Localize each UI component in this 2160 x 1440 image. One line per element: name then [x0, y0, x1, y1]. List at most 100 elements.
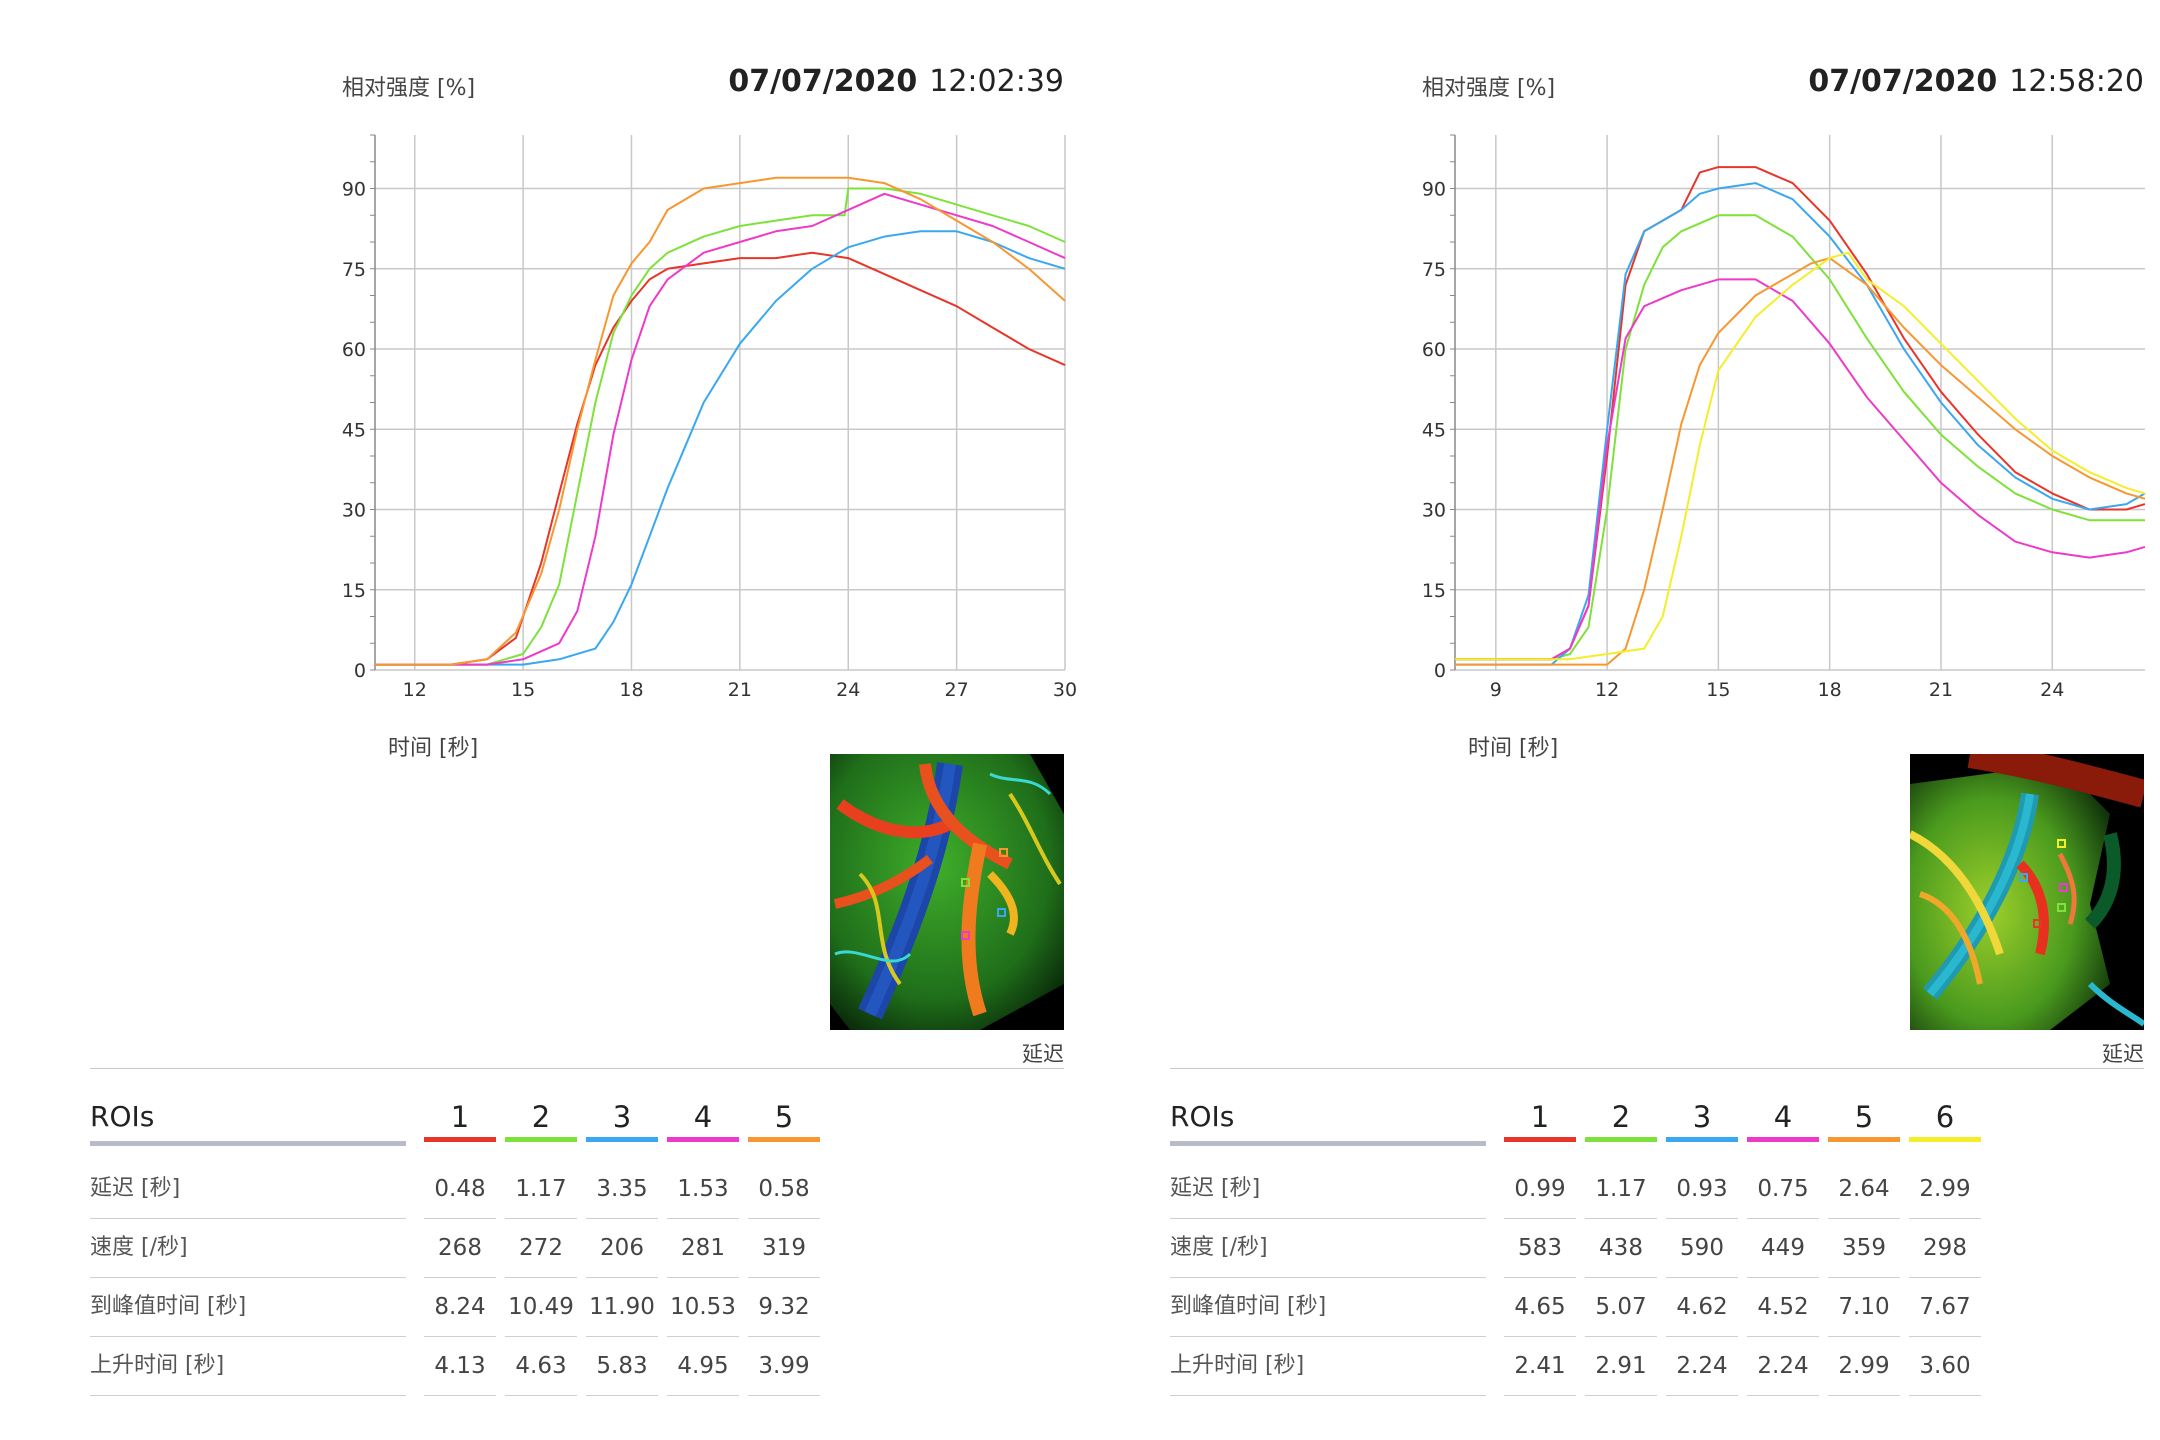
metric-value: 590 — [1666, 1219, 1738, 1278]
series-line-roi-3 — [375, 230, 1066, 666]
y-tick-label: 0 — [354, 660, 366, 682]
y-tick-label: 0 — [1434, 660, 1446, 682]
report-panel-left: 相对强度 [%] 07/07/2020 12:02:39 12 15 18 21 24 27… — [90, 64, 1080, 1396]
x-tick-label: 21 — [1929, 679, 1953, 701]
time: 12:02:39 — [929, 64, 1064, 99]
metric-label: 上升时间 [秒] — [90, 1337, 406, 1396]
metric-value: 438 — [1585, 1219, 1657, 1278]
metric-value: 359 — [1828, 1219, 1900, 1278]
roi-color-bar — [586, 1137, 658, 1142]
metric-value: 8.24 — [424, 1278, 496, 1337]
roi-color-bar — [1909, 1137, 1981, 1142]
y-axis-label: 相对强度 [%] — [1422, 76, 1556, 101]
series-line-roi-4 — [1455, 278, 2146, 661]
x-tick-label: 24 — [836, 679, 860, 701]
rois-header: ROIs — [1170, 1100, 1486, 1146]
metric-value: 206 — [586, 1219, 658, 1278]
y-tick-label: 30 — [342, 500, 366, 522]
image-label: 延迟 — [2102, 1042, 2144, 1066]
metric-label: 速度 [/秒] — [90, 1219, 406, 1278]
grid — [1450, 134, 2145, 671]
roi-color-bar — [1666, 1137, 1738, 1142]
roi-number-header: 3 — [586, 1100, 658, 1142]
x-tick-label: 9 — [1490, 679, 1502, 701]
roi-number: 5 — [774, 1100, 794, 1134]
metric-value: 272 — [505, 1219, 577, 1278]
metric-label: 到峰值时间 [秒] — [1170, 1278, 1486, 1337]
series-line-roi-5 — [1455, 257, 2146, 666]
x-tick-label: 12 — [403, 679, 427, 701]
roi-color-bar — [424, 1137, 496, 1142]
y-tick-label: 45 — [342, 419, 366, 441]
series-line-roi-2 — [1455, 214, 2145, 661]
metric-value: 4.62 — [1666, 1278, 1738, 1337]
metric-value: 4.13 — [424, 1337, 496, 1396]
metric-value: 10.49 — [505, 1278, 577, 1337]
roi-number: 4 — [693, 1100, 713, 1134]
metric-label: 上升时间 [秒] — [1170, 1337, 1486, 1396]
intensity-chart-left: 12 15 18 21 24 27 30 0 15 30 45 60 75 90 — [340, 130, 1080, 730]
series-line-roi-2 — [375, 187, 1066, 666]
metric-value: 7.67 — [1909, 1278, 1981, 1337]
x-tick-label: 18 — [619, 679, 643, 701]
metric-value: 10.53 — [667, 1278, 739, 1337]
metric-value: 4.95 — [667, 1337, 739, 1396]
roi-number: 2 — [1611, 1100, 1631, 1134]
grid — [370, 134, 1066, 671]
x-tick-label: 15 — [1706, 679, 1730, 701]
series-line-roi-1 — [375, 251, 1066, 666]
x-tick-label: 15 — [511, 679, 535, 701]
roi-color-bar — [1747, 1137, 1819, 1142]
roi-number: 2 — [531, 1100, 551, 1134]
y-tick-label: 75 — [342, 259, 366, 281]
series-line-roi-1 — [1455, 166, 2146, 661]
metric-value: 0.99 — [1504, 1160, 1576, 1219]
series-line-roi-6 — [1455, 251, 2146, 661]
metric-value: 3.35 — [586, 1160, 658, 1219]
report-panel-right: 相对强度 [%] 07/07/2020 12:58:20 9 12 15 18 21 24 0… — [1080, 0, 2160, 1440]
date: 07/07/2020 — [728, 64, 918, 99]
roi-color-bar — [748, 1137, 820, 1142]
series-line-roi-4 — [375, 192, 1066, 666]
metric-value: 0.93 — [1666, 1160, 1738, 1219]
date: 07/07/2020 — [1808, 64, 1998, 99]
metric-value: 4.52 — [1747, 1278, 1819, 1337]
roi-color-bar — [667, 1137, 739, 1142]
y-tick-label: 30 — [1422, 500, 1446, 522]
metric-label: 到峰值时间 [秒] — [90, 1278, 406, 1337]
y-tick-label: 90 — [342, 179, 366, 201]
delay-map-image — [1910, 754, 2144, 1030]
x-axis-label: 时间 [秒] — [388, 736, 479, 761]
x-tick-label: 27 — [945, 679, 969, 701]
roi-color-bar — [1504, 1137, 1576, 1142]
metric-value: 11.90 — [586, 1278, 658, 1337]
roi-number-header: 2 — [1585, 1100, 1657, 1142]
metric-label: 延迟 [秒] — [1170, 1160, 1486, 1219]
roi-number-header: 1 — [424, 1100, 496, 1142]
y-axis-label: 相对强度 [%] — [342, 76, 476, 101]
metric-value: 1.53 — [667, 1160, 739, 1219]
metric-value: 0.48 — [424, 1160, 496, 1219]
roi-color-bar — [1828, 1137, 1900, 1142]
metric-value: 7.10 — [1828, 1278, 1900, 1337]
metric-value: 2.99 — [1828, 1337, 1900, 1396]
y-tick-label: 60 — [1422, 339, 1446, 361]
metric-value: 3.60 — [1909, 1337, 1981, 1396]
metric-value: 0.58 — [748, 1160, 820, 1219]
x-tick-label: 24 — [2040, 679, 2064, 701]
roi-number-header: 6 — [1909, 1100, 1981, 1142]
metric-value: 5.07 — [1585, 1278, 1657, 1337]
metric-value: 0.75 — [1747, 1160, 1819, 1219]
metric-value: 319 — [748, 1219, 820, 1278]
metric-value: 4.65 — [1504, 1278, 1576, 1337]
metric-value: 2.24 — [1747, 1337, 1819, 1396]
metric-value: 268 — [424, 1219, 496, 1278]
metric-value: 281 — [667, 1219, 739, 1278]
metric-value: 2.64 — [1828, 1160, 1900, 1219]
roi-number: 3 — [1692, 1100, 1712, 1134]
chart-svg-right: 9 12 15 18 21 24 0 15 30 45 60 75 90 — [1422, 134, 2146, 701]
roi-number: 4 — [1773, 1100, 1793, 1134]
metric-value: 4.63 — [505, 1337, 577, 1396]
metric-value: 1.17 — [505, 1160, 577, 1219]
timestamp: 07/07/2020 12:58:20 — [1808, 64, 2144, 99]
